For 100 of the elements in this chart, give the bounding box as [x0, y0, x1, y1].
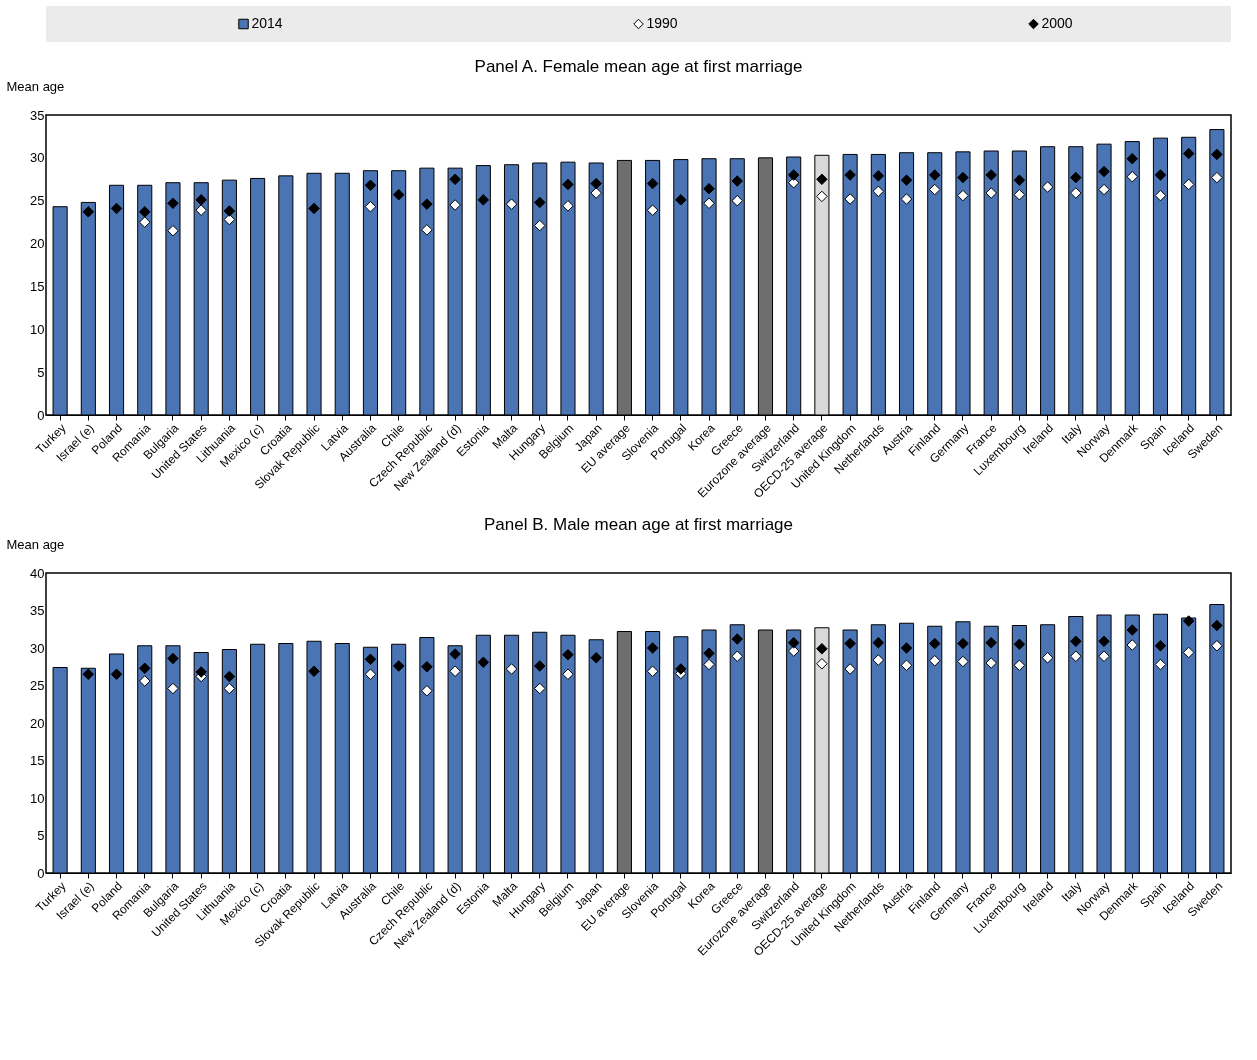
point [703, 182, 715, 195]
point [731, 175, 743, 187]
y-tick-label: 35 [30, 107, 45, 123]
point [929, 655, 941, 667]
point [110, 668, 123, 680]
point [195, 204, 207, 216]
point [1013, 659, 1026, 671]
point [900, 193, 913, 205]
point [449, 648, 461, 660]
point [675, 194, 687, 206]
point [1098, 635, 1110, 647]
point [985, 657, 997, 669]
y-axis-title: Mean age [6, 536, 65, 552]
y-tick-label: 15 [30, 753, 45, 768]
point [787, 645, 800, 657]
point [167, 224, 179, 237]
point [534, 219, 546, 232]
point [731, 194, 743, 207]
point [534, 682, 546, 695]
point [167, 682, 179, 695]
y-tick-label: 20 [30, 715, 45, 731]
point [1154, 189, 1167, 202]
point [167, 197, 179, 210]
y-tick-label: 40 [30, 565, 45, 581]
y-tick-label: 0 [37, 865, 45, 881]
point [562, 178, 574, 191]
point [1013, 638, 1026, 650]
point [1182, 646, 1195, 659]
point [844, 193, 856, 205]
point [844, 637, 856, 650]
point [82, 668, 95, 680]
y-tick-label: 20 [30, 236, 45, 252]
point [1070, 635, 1082, 647]
point [646, 642, 659, 654]
point [167, 652, 179, 665]
y-tick-label: 30 [30, 150, 45, 166]
point [646, 177, 659, 190]
point [703, 658, 715, 671]
point [957, 171, 969, 184]
point [1013, 174, 1026, 186]
point [364, 179, 377, 192]
point [139, 216, 151, 228]
point [505, 198, 518, 210]
point [392, 188, 405, 201]
point [110, 202, 123, 215]
point [1126, 170, 1138, 183]
point [985, 169, 997, 181]
point [816, 643, 828, 655]
point [1182, 178, 1195, 191]
point [844, 663, 856, 675]
point [1041, 181, 1054, 193]
point [787, 637, 800, 649]
point [1211, 619, 1223, 632]
point [364, 200, 377, 213]
point [703, 197, 715, 210]
point [562, 200, 574, 212]
point [985, 637, 997, 649]
point [562, 649, 574, 661]
y-tick-label: 10 [30, 321, 45, 337]
y-tick-label: 0 [37, 407, 45, 423]
point [929, 169, 941, 181]
point [957, 655, 969, 668]
point [900, 642, 913, 654]
point [872, 637, 885, 649]
point [139, 206, 151, 218]
point [308, 202, 320, 215]
point [957, 637, 969, 650]
point [449, 173, 461, 186]
point [364, 668, 377, 680]
legend-label: 2000 [1041, 15, 1073, 31]
point [1070, 171, 1082, 184]
point [985, 187, 997, 199]
point [1041, 652, 1054, 664]
legend-label: 1990 [646, 15, 678, 31]
y-tick-label: 35 [30, 603, 45, 618]
point [1211, 171, 1223, 184]
chart-title: Panel B. Male mean age at first marriage [484, 515, 793, 534]
point [675, 663, 687, 675]
chart-title: Panel A. Female mean age at first marriage [474, 57, 803, 76]
point [1013, 188, 1026, 201]
point [364, 653, 377, 665]
point [816, 190, 828, 203]
point [872, 170, 885, 182]
point [1211, 640, 1223, 652]
point [787, 169, 800, 181]
y-tick-label: 5 [37, 828, 45, 843]
point [1126, 639, 1138, 651]
y-axis-title: Mean age [6, 78, 65, 94]
point [1182, 147, 1195, 160]
y-tick-label: 10 [30, 790, 45, 806]
point [421, 661, 433, 673]
point [872, 654, 885, 666]
y-tick-label: 30 [30, 640, 45, 656]
point [195, 666, 207, 678]
y-tick-label: 15 [30, 278, 45, 294]
point [731, 633, 743, 645]
legend-label: 2014 [251, 15, 283, 31]
point [1098, 183, 1110, 196]
point [1154, 658, 1167, 671]
point [421, 685, 433, 697]
